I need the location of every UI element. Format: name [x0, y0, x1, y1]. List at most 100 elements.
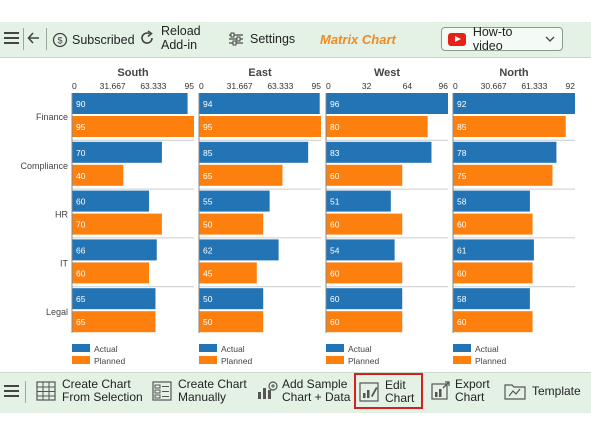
settings-label: Settings — [250, 32, 295, 46]
data-label: 90 — [76, 99, 86, 109]
tick-label: 0 — [72, 81, 77, 91]
add-sample-chart-button[interactable]: Add Sample Chart + Data — [256, 378, 350, 404]
create-manually-button[interactable]: Create Chart Manually — [152, 378, 247, 404]
create-from-selection-button[interactable]: Create Chart From Selection — [36, 378, 143, 404]
data-label: 60 — [76, 197, 86, 207]
data-label: 80 — [330, 122, 340, 132]
actual-bar — [72, 142, 162, 163]
reload-label-line1: Reload — [161, 24, 201, 38]
reload-addin-button[interactable]: Reload Add-in — [138, 24, 201, 52]
divider — [23, 28, 24, 50]
template-label: Template — [532, 384, 581, 398]
tick-label: 0 — [453, 81, 458, 91]
howto-label: How-to video — [473, 25, 545, 53]
actual-bar — [199, 142, 308, 163]
youtube-icon — [448, 33, 466, 46]
legend-swatch — [453, 344, 471, 352]
subscribed-button[interactable]: $ Subscribed — [52, 32, 135, 48]
data-label: 60 — [330, 171, 340, 181]
tick-label: 32 — [362, 81, 372, 91]
data-label: 60 — [76, 268, 86, 278]
data-label: 95 — [76, 122, 86, 132]
legend-label: Planned — [94, 356, 125, 366]
data-label: 85 — [457, 122, 467, 132]
chevron-down-icon — [545, 36, 555, 42]
data-label: 62 — [203, 245, 213, 255]
data-label: 55 — [203, 197, 213, 207]
form-list-icon — [152, 381, 172, 401]
data-label: 92 — [457, 99, 467, 109]
data-label: 65 — [76, 294, 86, 304]
tick-label: 61.333 — [521, 81, 547, 91]
actual-bar — [453, 142, 556, 163]
data-label: 96 — [330, 99, 340, 109]
create-manual-line2: Manually — [178, 391, 247, 404]
matrix-chart: FinanceComplianceHRITLegalSouth0 31.667 63… — [0, 58, 591, 371]
legend-swatch — [72, 344, 90, 352]
data-label: 54 — [330, 245, 340, 255]
data-label: 50 — [203, 220, 213, 230]
data-label: 60 — [330, 294, 340, 304]
legend-label: Actual — [94, 344, 118, 354]
category-label: Compliance — [20, 161, 68, 171]
export-icon — [431, 381, 451, 401]
divider — [25, 381, 26, 403]
planned-bar — [453, 116, 566, 137]
data-label: 75 — [457, 171, 467, 181]
tick-label: 95 — [312, 81, 322, 91]
panel-title: North — [499, 67, 529, 79]
data-label: 83 — [330, 148, 340, 158]
data-label: 70 — [76, 148, 86, 158]
reload-label-line2: Add-in — [161, 38, 201, 52]
data-label: 51 — [330, 197, 340, 207]
legend-label: Actual — [348, 344, 372, 354]
howto-video-dropdown[interactable]: How-to video — [441, 27, 563, 51]
tick-label: 64 — [403, 81, 413, 91]
bottom-toolbar: Create Chart From Selection Create Chart… — [0, 372, 591, 413]
panel-title: East — [248, 67, 272, 79]
category-label: IT — [60, 258, 69, 268]
top-toolbar: $ Subscribed Reload Add-in Settings Matr… — [0, 22, 591, 58]
bottom-menu-icon[interactable] — [4, 384, 20, 398]
data-label: 94 — [203, 99, 213, 109]
data-label: 65 — [76, 317, 86, 327]
chart-area: Finance Compliance HR IT Legal South 0 31.667 63… — [0, 58, 591, 371]
export-line2: Chart — [455, 391, 490, 404]
tick-label: 92 — [566, 81, 576, 91]
sliders-icon — [228, 32, 244, 46]
legend-swatch — [326, 356, 344, 364]
category-label: Legal — [46, 307, 68, 317]
legend-swatch — [72, 356, 90, 364]
category-label: HR — [55, 210, 68, 220]
data-label: 60 — [330, 220, 340, 230]
planned-bar — [199, 116, 321, 137]
legend-swatch — [453, 356, 471, 364]
menu-icon[interactable] — [4, 31, 20, 45]
data-label: 40 — [76, 171, 86, 181]
back-arrow-icon[interactable] — [27, 31, 41, 45]
data-label: 78 — [457, 148, 467, 158]
tick-label: 30.667 — [481, 81, 507, 91]
svg-text:$: $ — [57, 36, 62, 46]
legend-swatch — [199, 344, 217, 352]
template-button[interactable]: Template — [504, 382, 581, 400]
legend-label: Actual — [475, 344, 499, 354]
legend-swatch — [326, 344, 344, 352]
template-folder-icon — [504, 382, 526, 400]
subscribed-label: Subscribed — [72, 33, 135, 47]
planned-bar — [72, 116, 194, 137]
tick-label: 0 — [326, 81, 331, 91]
data-label: 85 — [203, 148, 213, 158]
actual-bar — [199, 93, 320, 114]
actual-bar — [72, 93, 188, 114]
edit-chart-button[interactable]: Edit Chart — [354, 373, 423, 409]
edit-line2: Chart — [385, 392, 414, 405]
export-chart-button[interactable]: Export Chart — [431, 378, 490, 404]
data-label: 65 — [203, 171, 213, 181]
sample-chart-icon — [256, 380, 278, 402]
settings-button[interactable]: Settings — [228, 32, 295, 46]
data-label: 60 — [457, 317, 467, 327]
tick-label: 31.667 — [100, 81, 126, 91]
data-label: 50 — [203, 317, 213, 327]
dollar-icon: $ — [52, 32, 68, 48]
